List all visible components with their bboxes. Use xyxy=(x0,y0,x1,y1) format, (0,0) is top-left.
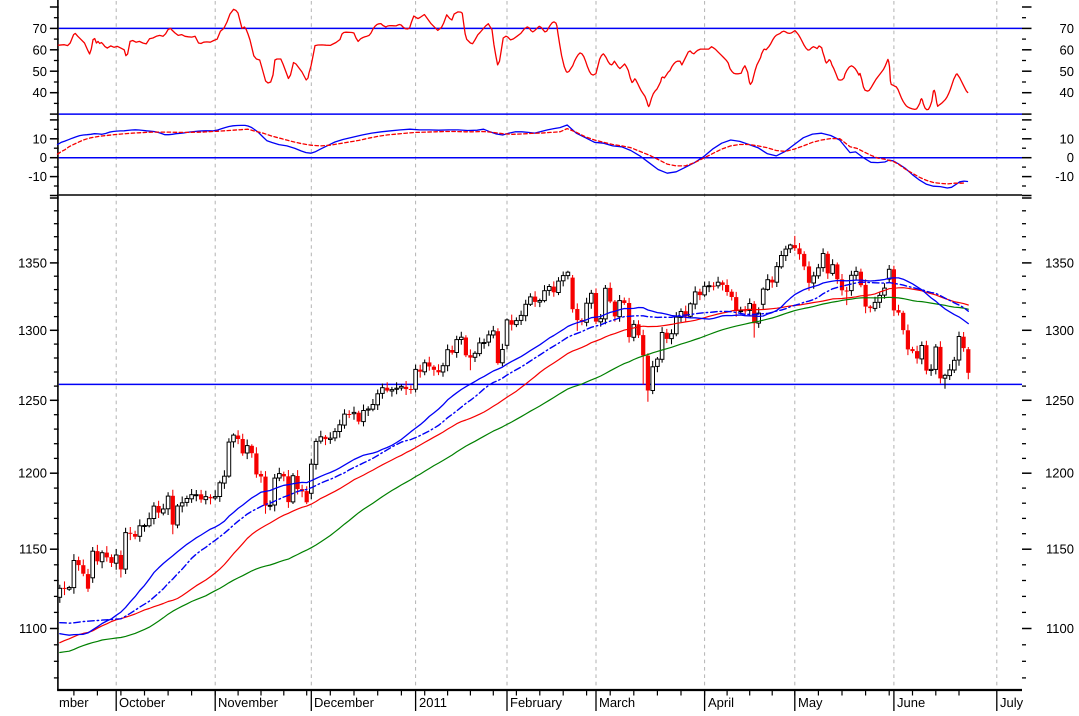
svg-text:February: February xyxy=(510,695,563,710)
svg-text:50: 50 xyxy=(1060,64,1074,79)
svg-text:60: 60 xyxy=(33,42,47,57)
svg-text:1250: 1250 xyxy=(1045,393,1074,408)
svg-text:2011: 2011 xyxy=(419,695,447,710)
svg-text:10: 10 xyxy=(33,131,47,146)
svg-text:June: June xyxy=(897,695,925,710)
svg-text:70: 70 xyxy=(1060,21,1074,36)
svg-text:March: March xyxy=(599,695,635,710)
svg-text:April: April xyxy=(708,695,734,710)
svg-text:70: 70 xyxy=(33,21,47,36)
svg-text:1200: 1200 xyxy=(18,466,47,481)
svg-text:May: May xyxy=(798,695,823,710)
svg-text:1300: 1300 xyxy=(1045,323,1074,338)
svg-text:0: 0 xyxy=(1067,150,1074,165)
svg-text:mber: mber xyxy=(59,695,89,710)
svg-text:October: October xyxy=(119,695,166,710)
svg-text:1350: 1350 xyxy=(18,255,47,270)
svg-text:July: July xyxy=(1000,695,1024,710)
svg-text:1150: 1150 xyxy=(1046,542,1074,557)
svg-text:10: 10 xyxy=(1060,131,1074,146)
svg-text:40: 40 xyxy=(33,85,47,100)
svg-text:1100: 1100 xyxy=(19,621,47,636)
svg-text:1200: 1200 xyxy=(1045,466,1074,481)
svg-text:1250: 1250 xyxy=(18,393,47,408)
svg-text:November: November xyxy=(218,695,279,710)
svg-text:1100: 1100 xyxy=(1046,621,1074,636)
svg-text:December: December xyxy=(314,695,375,710)
svg-text:50: 50 xyxy=(33,64,47,79)
svg-text:1350: 1350 xyxy=(1045,255,1074,270)
svg-text:40: 40 xyxy=(1060,85,1074,100)
svg-text:1150: 1150 xyxy=(19,542,47,557)
svg-text:-10: -10 xyxy=(28,169,47,184)
svg-text:0: 0 xyxy=(40,150,47,165)
svg-text:1300: 1300 xyxy=(18,323,47,338)
svg-text:60: 60 xyxy=(1060,42,1074,57)
svg-text:-10: -10 xyxy=(1055,169,1074,184)
